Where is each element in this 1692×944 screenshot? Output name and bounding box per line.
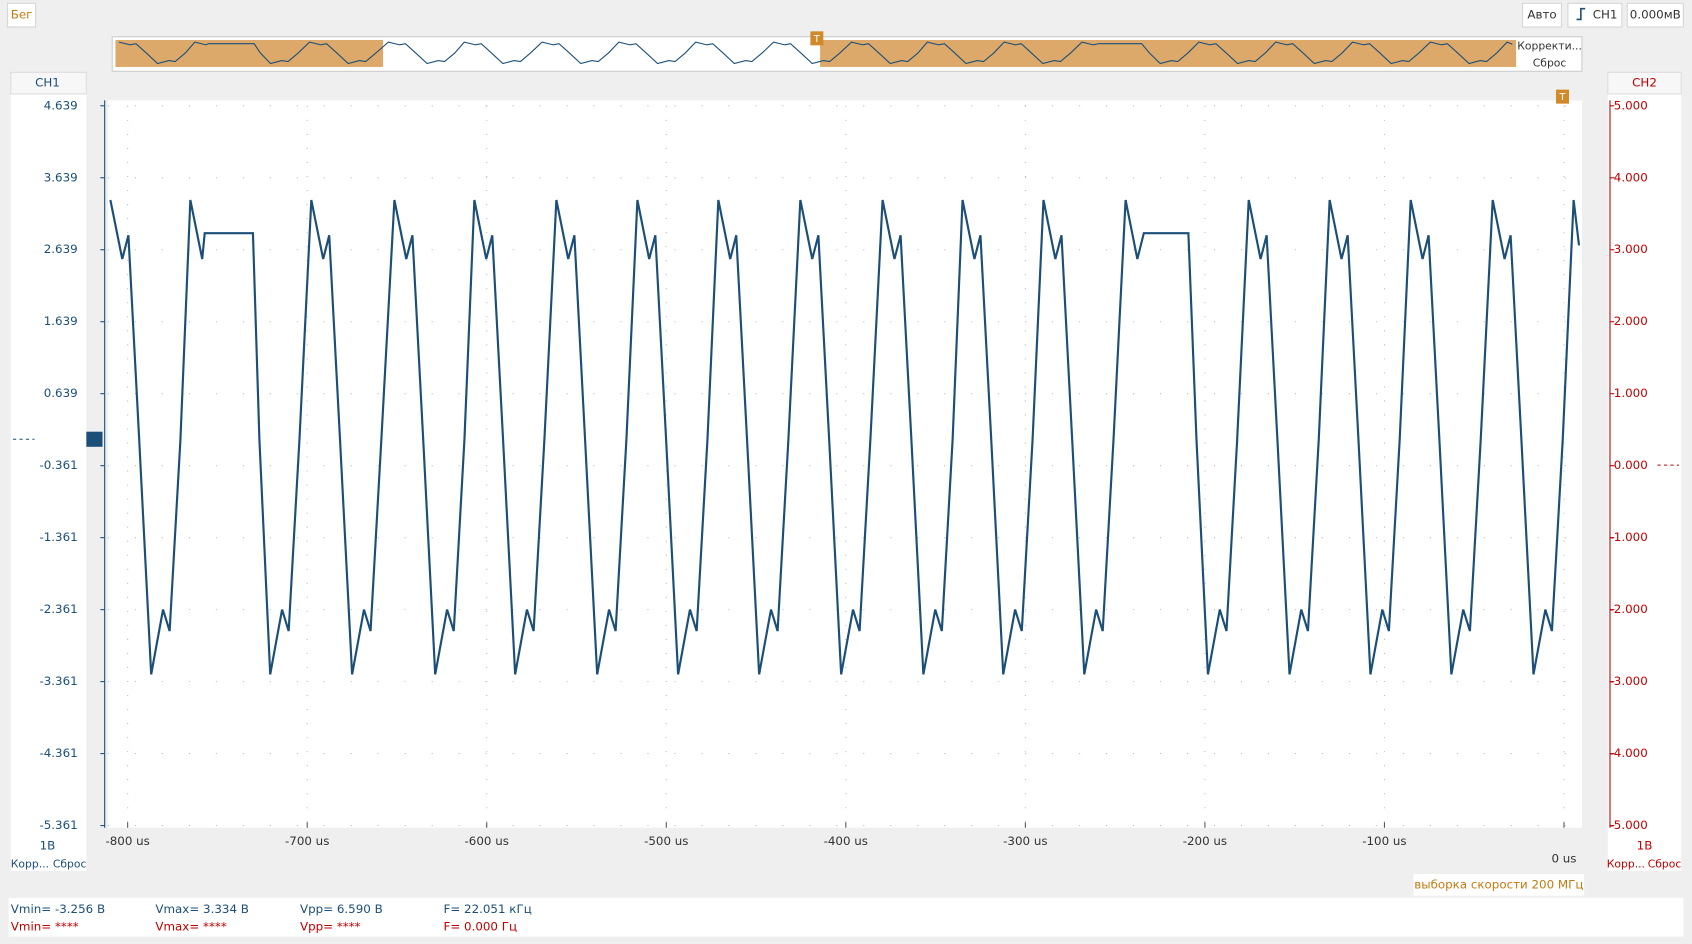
mode-button[interactable] [1522,2,1562,28]
ch1-reset[interactable]: Сброс [53,857,87,870]
x-tick-label: -400 us [824,834,868,848]
x-tick-label: -500 us [644,834,688,848]
y2-tick-label: -4.000 [1610,746,1648,760]
x-tick-label: -300 us [1003,834,1047,848]
ch1-measurement: Vmax= 3.334 В [155,902,249,916]
ch1-scale: 1В [40,839,56,853]
source-label: CH1 [1593,8,1618,22]
overview-reset[interactable]: Сброс [1533,57,1567,70]
y2-tick-label: 5.000 [1614,98,1648,112]
ch1-trace [109,199,1581,675]
y-tick-label: 2.639 [44,242,78,256]
run-label: Бег [11,8,33,22]
ch2-measurement: Vmax= **** [155,919,226,933]
y2-tick-label: -5.000 [1610,818,1648,832]
ch1-measurement: F= 22.051 кГц [444,902,532,916]
y2-tick-label: -3.000 [1610,674,1648,688]
trigger-marker [1556,89,1569,104]
y2-tick-label: 0.000 [1614,458,1648,472]
overview-correct[interactable]: Корректи... [1517,39,1582,52]
y-tick-label: 0.639 [44,386,78,400]
y-tick-label: -0.361 [39,458,77,472]
x-tick-label: -800 us [105,834,149,848]
trigger-marker [810,31,824,46]
y2-tick-label: 2.000 [1614,314,1648,328]
sample-rate: выборка скорости 200 МГц [1414,877,1583,891]
y2-tick-label: -1.000 [1610,530,1648,544]
ch1-measurement: Vpp= 6.590 В [300,902,383,916]
trigger-marker-label: T [813,34,820,45]
ch2-title: CH2 [1632,76,1657,90]
ch1-offset-marker [86,431,103,447]
overview-shade [820,39,1517,67]
y-tick-label: 3.639 [44,170,78,184]
run-button[interactable] [7,2,37,28]
y-tick-label: -2.361 [39,602,77,616]
measurement-bar [8,897,1684,937]
y2-tick-label: 1.000 [1614,386,1648,400]
y-tick-label: -1.361 [39,530,77,544]
y-tick-label: 1.639 [44,314,78,328]
ch2-scale: 1В [1637,839,1653,853]
x-tick-label: -600 us [465,834,509,848]
ch2-reset[interactable]: Сброс [1648,857,1682,870]
ch1-title: CH1 [35,76,60,90]
ch2-measurement: Vmin= **** [11,919,79,933]
trigger-marker-label: T [1559,92,1566,103]
mode-label: Авто [1527,8,1556,22]
ch2-corr[interactable]: Корр... [1607,857,1645,870]
ch1-panel [10,72,87,871]
y-tick-label: -3.361 [39,674,77,688]
ch1-header [10,71,87,95]
level-button[interactable] [1626,2,1684,28]
ch1-measurement: Vmin= -3.256 В [11,902,105,916]
ch2-measurement: F= 0.000 Гц [444,919,518,933]
y2-tick-label: -2.000 [1610,602,1648,616]
overview-trace [118,41,1513,65]
y2-tick-label: 4.000 [1614,170,1648,184]
ch2-measurement: Vpp= **** [300,919,361,933]
y-tick-label: -5.361 [39,818,77,832]
plot-area [107,100,1582,828]
level-label: 0.000мВ [1630,8,1681,22]
x-tick-label: -100 us [1362,834,1406,848]
y2-tick-label: 3.000 [1614,242,1648,256]
ch2-panel [1607,72,1682,871]
y-tick-label: -4.361 [39,746,77,760]
edge-icon [1576,7,1586,21]
x-tick-label: -200 us [1183,834,1227,848]
ch1-corr[interactable]: Корр... [11,857,49,870]
ch2-header [1607,71,1682,95]
y-tick-label: 4.639 [44,98,78,112]
sample-rate-box [1413,874,1585,896]
x-tick-label: 0 us [1551,852,1576,866]
x-tick-label: -700 us [285,834,329,848]
